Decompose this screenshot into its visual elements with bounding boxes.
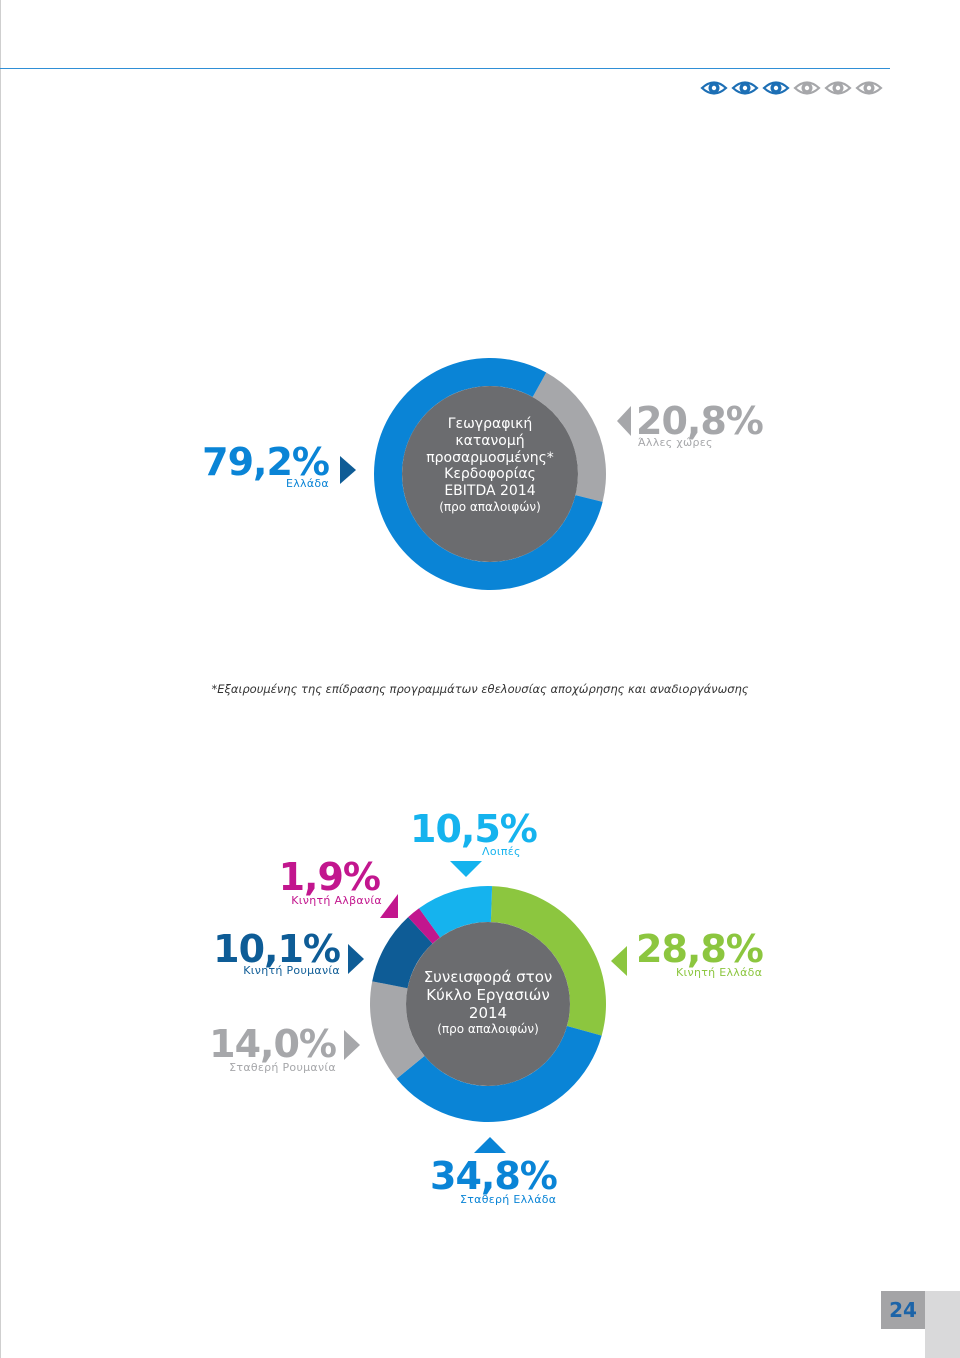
- greece-mobile-value-label: 28,8%: [636, 927, 764, 971]
- eye-icon-light: [855, 81, 883, 95]
- romania-fixed-pointer: [344, 1030, 360, 1060]
- center-line: Κύκλο Εργασιών: [426, 986, 550, 1004]
- page-border: [0, 0, 1, 1358]
- eye-icons-row: [700, 81, 883, 95]
- center-line: Γεωγραφική: [447, 416, 533, 432]
- greece-pointer: [340, 456, 356, 484]
- greece-fixed-name-label: Σταθερή Ελλάδα: [460, 1193, 557, 1206]
- romania-fixed-value-label: 14,0%: [209, 1022, 337, 1066]
- eye-icon: [731, 81, 759, 95]
- center-line: κατανομή: [455, 432, 525, 449]
- eye-icon-light: [824, 81, 852, 95]
- revenue-slice-0: [490, 886, 607, 1036]
- other-value-label: 10,5%: [410, 807, 538, 851]
- revenue-slice-1: [396, 1026, 602, 1122]
- revenue-slice-4: [408, 908, 441, 944]
- ebitda-donut-chart: [340, 358, 631, 590]
- albania-mobile-pointer: [380, 894, 398, 918]
- other-countries-value-label: 20,8%: [636, 399, 764, 443]
- ebitda-center: [402, 386, 578, 562]
- revenue-center: [406, 922, 570, 1086]
- revenue-slice-2: [370, 981, 425, 1079]
- center-line: 2014: [468, 1004, 508, 1022]
- romania-fixed-name-label: Σταθερή Ρουμανία: [229, 1061, 336, 1074]
- eye-icon: [762, 81, 790, 95]
- romania-mobile-value-label: 10,1%: [213, 927, 341, 971]
- albania-mobile-name-label: Κινητή Αλβανία: [291, 894, 382, 907]
- eye-icon: [700, 81, 728, 95]
- romania-mobile-name-label: Κινητή Ρουμανία: [243, 964, 340, 977]
- greece-mobile-pointer: [611, 946, 627, 976]
- page-number: 24: [881, 1291, 925, 1329]
- other-countries-name-label: Άλλες χώρες: [638, 436, 713, 449]
- revenue-slice-3: [372, 917, 433, 989]
- ebitda-slice-0: [532, 372, 606, 502]
- romania-mobile-pointer: [348, 944, 364, 974]
- greece-fixed-value-label: 34,8%: [430, 1154, 558, 1198]
- greece-name-label: Ελλάδα: [285, 477, 329, 490]
- greece-fixed-pointer: [474, 1137, 506, 1153]
- center-line: Κερδοφορίας: [444, 466, 536, 483]
- revenue-center-title: Συνεισφορά στον Κύκλο Εργασιών 2014 (προ…: [408, 968, 568, 1036]
- other-countries-pointer: [617, 406, 631, 436]
- center-line: (προ απαλοιφών): [437, 1022, 539, 1036]
- greece-mobile-name-label: Κινητή Ελλάδα: [676, 966, 763, 979]
- center-line: Συνεισφορά στον: [423, 968, 553, 986]
- center-line: (προ απαλοιφών): [439, 499, 541, 514]
- page-number-strip: [925, 1291, 960, 1358]
- eye-icon-light: [793, 81, 821, 95]
- other-name-label: Λοιπές: [482, 845, 521, 858]
- center-line: προσαρμοσμένης*: [426, 449, 554, 466]
- footnote: *Εξαιρουμένης της επίδρασης προγραμμάτων…: [211, 682, 749, 696]
- revenue-slice-5: [419, 886, 493, 938]
- header-rule: [0, 68, 890, 69]
- other-pointer: [450, 861, 482, 877]
- albania-mobile-value-label: 1,9%: [278, 855, 381, 899]
- ebitda-center-title: Γεωγραφική κατανομή προσαρμοσμένης* Κερδ…: [402, 416, 578, 514]
- greece-value-label: 79,2%: [202, 440, 330, 484]
- center-line: EBITDA 2014: [444, 483, 536, 500]
